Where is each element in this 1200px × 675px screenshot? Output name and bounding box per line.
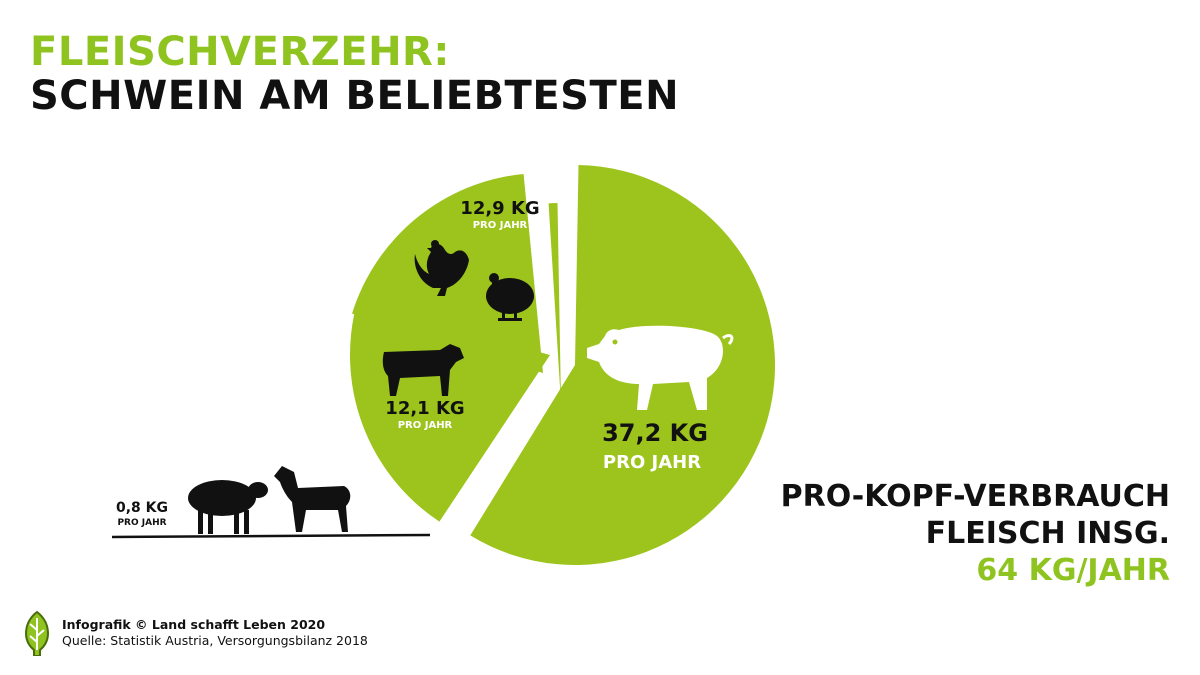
ground-line (111, 533, 431, 539)
slice-sublabel-sheep-goat: PRO JAHR (117, 518, 166, 528)
slice-sublabel-pork: PRO JAHR (603, 452, 701, 473)
footer-source: Quelle: Statistik Austria, Versorgungsbi… (62, 633, 368, 648)
title-line-2: SCHWEIN AM BELIEBTESTEN (30, 73, 680, 119)
title-line-1: FLEISCHVERZEHR: (30, 29, 450, 75)
slice-sublabel-poultry: PRO JAHR (473, 220, 528, 231)
slice-label-beef: 12,1 KG (385, 398, 464, 419)
slice-label-sheep-goat: 0,8 KG (116, 500, 168, 516)
turkey-icon (486, 273, 534, 321)
chicken-icon (414, 240, 469, 296)
chart-title: FLEISCHVERZEHR: SCHWEIN AM BELIEBTESTEN (30, 30, 679, 118)
leaf-logo-icon (25, 610, 49, 656)
slice-label-poultry: 12,9 KG (460, 198, 539, 219)
summary-line-1: PRO-KOPF-VERBRAUCH (780, 479, 1170, 514)
summary-total: 64 KG/JAHR (976, 553, 1170, 588)
sheep-icon (188, 480, 268, 534)
slice-sublabel-beef: PRO JAHR (398, 420, 453, 431)
total-consumption-summary: PRO-KOPF-VERBRAUCH FLEISCH INSG. 64 KG/J… (781, 478, 1170, 589)
goat-icon (274, 466, 351, 532)
pig-icon (587, 325, 734, 410)
pie-slice-sheep-goat (548, 203, 561, 403)
summary-line-2: FLEISCH INSG. (925, 516, 1170, 551)
slice-label-pork: 37,2 KG (602, 419, 708, 447)
cow-icon (382, 344, 464, 396)
footer-credit: Infografik © Land schafft Leben 2020 (62, 617, 326, 632)
footer: Infografik © Land schafft Leben 2020 Que… (20, 610, 368, 656)
